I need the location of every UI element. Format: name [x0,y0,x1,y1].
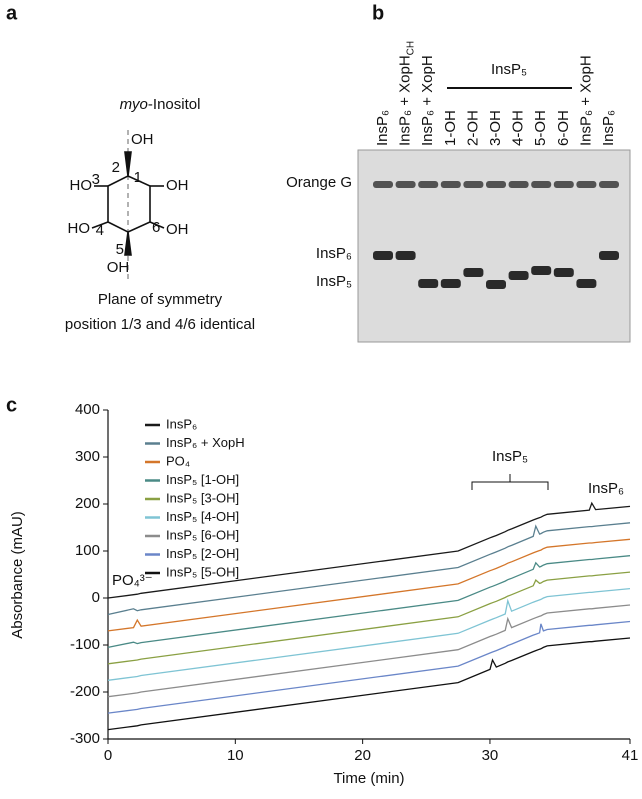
caption: position 1/3 and 4/6 identical [65,316,255,333]
row-label: InsP₆ [316,245,352,262]
lane-sub: CH [406,41,417,55]
legend-label: InsP₆ + XopH [166,435,245,450]
atom-label: 4 [96,222,104,239]
atom-label: OH [166,221,189,238]
band [576,279,597,288]
y-tick-label: 100 [75,542,100,559]
gel-image [357,149,631,343]
atom-label: HO [70,177,93,194]
row-label: Orange G [286,174,352,191]
legend-label: InsP₅ [3-OH] [166,490,239,505]
x-axis-label: Time (min) [333,770,404,787]
title-rest: -Inositol [148,96,201,113]
x-tick-label: 0 [104,747,112,764]
band [418,181,439,188]
annotation: InsP₅ [492,448,528,465]
panel-label: c [6,394,17,416]
band [373,181,393,188]
x-tick-label: 20 [354,747,371,764]
y-axis-label: Absorbance (mAU) [9,511,26,639]
lane-label: InsP₆ + XopH [419,55,436,146]
x-tick-label: 30 [482,747,499,764]
band [576,181,597,188]
lane-label: InsP₆ [374,110,391,146]
atom-label: 1 [134,169,142,186]
y-tick-label: -200 [70,683,100,700]
band [486,181,506,188]
band [508,181,529,188]
band [395,251,416,260]
row-label: InsP₅ [316,273,352,290]
x-tick-label: 41 [622,747,639,764]
atom-label: OH [131,131,154,148]
band [463,268,484,277]
y-tick-label: -100 [70,636,100,653]
series-line [107,571,631,665]
band [508,271,529,280]
y-tick-label: -300 [70,730,100,747]
annotation: PO₄³⁻ [112,572,153,589]
band [463,181,484,188]
legend-label: InsP₅ [1-OH] [166,472,239,487]
legend-label: InsP₅ [6-OH] [166,527,239,542]
y-tick-label: 300 [75,448,100,465]
atom-label: HO [68,220,91,237]
band [418,279,439,288]
caption: Plane of symmetry [98,291,223,308]
series-line [107,604,631,698]
lane-label: 5-OH [532,110,549,146]
band [531,266,552,275]
series-line [107,522,631,616]
annotation: InsP₆ [588,480,624,497]
lane-label: InsP₆ + XopH [577,55,594,146]
band [531,181,552,188]
atom-label: 3 [92,171,100,188]
lane-label: 3-OH [487,110,504,146]
band [373,251,393,260]
bracket [471,474,549,490]
legend-label: InsP₅ [5-OH] [166,564,239,579]
series-line [107,620,631,714]
atom-label: OH [166,177,189,194]
legend-label: InsP₆ [166,416,197,431]
panel-label: a [6,2,18,24]
lane-label: 1-OH [442,110,459,146]
band [599,181,619,188]
lane-label: 2-OH [464,110,481,146]
lane-label: InsP₆ + XopHCH [397,41,417,146]
y-tick-label: 0 [92,589,100,606]
y-tick-label: 400 [75,401,100,418]
series-line [107,538,631,632]
atom-label: 6 [152,219,160,236]
band [486,280,506,289]
lane-label: 4-OH [510,110,527,146]
lane-label: InsP₆ [600,110,617,146]
band [553,268,574,277]
band [553,181,574,188]
band [599,251,619,260]
series-line [107,555,631,649]
x-tick-label: 10 [227,747,244,764]
lane-text: InsP₆ + XopH [397,55,414,146]
title-italic: myo [120,96,148,113]
y-tick-label: 200 [75,495,100,512]
series-line [107,501,631,599]
atom-label: 5 [116,241,124,258]
group-label: InsP₅ [491,61,527,78]
panel-label: b [372,2,384,24]
legend-label: InsP₅ [4-OH] [166,509,239,524]
series-line [107,587,631,681]
legend-label: InsP₅ [2-OH] [166,546,239,561]
atom-label: 2 [112,159,120,176]
legend-label: PO₄ [166,453,190,468]
series-line [107,637,631,731]
atom-label: OH [107,259,130,276]
ring [91,130,165,280]
lane-label: 6-OH [555,110,572,146]
structure-title: myo-Inositol [120,96,201,113]
band [440,181,461,188]
band [395,181,416,188]
band [440,279,461,288]
